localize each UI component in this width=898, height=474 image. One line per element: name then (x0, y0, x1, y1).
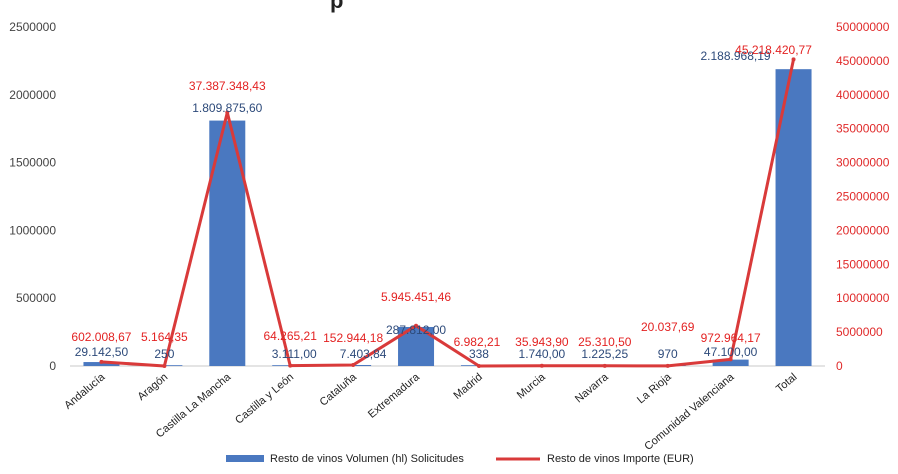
left-axis-tick-label: 1000000 (9, 223, 56, 237)
right-axis-tick-label: 30000000 (836, 156, 890, 170)
line-data-label: 20.037,69 (641, 320, 695, 334)
bar-data-label: 2.188.968,19 (701, 49, 771, 63)
right-axis-tick-label: 45000000 (836, 54, 890, 68)
legend-label-bar: Resto de vinos Volumen (hl) Solicitudes (270, 453, 464, 465)
line-point (162, 363, 167, 368)
category-label: Extremadura (366, 371, 423, 421)
left-axis-tick-label: 0 (49, 359, 56, 373)
line-point (602, 363, 607, 368)
right-axis-tick-label: 5000000 (836, 325, 883, 339)
chart-title-fragment: p (330, 0, 343, 13)
category-label: Madrid (451, 371, 484, 402)
bar-data-label: 1.740,00 (519, 347, 566, 361)
bar-data-label: 7.403,84 (340, 347, 387, 361)
bar (83, 362, 120, 366)
left-axis-tick-label: 500000 (16, 291, 56, 305)
line-point (476, 363, 481, 368)
right-axis-tick-label: 40000000 (836, 88, 890, 102)
right-axis-tick-label: 25000000 (836, 190, 890, 204)
line-point (225, 110, 230, 115)
right-axis-tick-label: 50000000 (836, 20, 890, 34)
line-data-label: 35.943,90 (515, 335, 569, 349)
right-axis-tick-label: 0 (836, 359, 843, 373)
bar-data-label: 47.100,00 (704, 345, 758, 359)
bar-data-label: 250 (154, 347, 174, 361)
line-point (99, 359, 104, 364)
line-data-label: 6.982,21 (454, 335, 501, 349)
category-label: Murcia (515, 371, 549, 402)
line-point (288, 363, 293, 368)
right-axis-tick-label: 20000000 (836, 223, 890, 237)
category-label: Total (774, 371, 800, 395)
category-label: Navarra (573, 371, 611, 406)
category-label: Aragón (135, 371, 170, 403)
line-point (539, 363, 544, 368)
category-label: La Rioja (635, 371, 674, 407)
line-data-label: 64.265,21 (264, 329, 318, 343)
legend-label-line: Resto de vinos Importe (EUR) (547, 453, 694, 465)
category-label: Cataluña (318, 371, 360, 409)
left-axis-tick-label: 2500000 (9, 20, 56, 34)
line-point (351, 362, 356, 367)
line-data-label: 602.008,67 (71, 330, 131, 344)
line-data-label: 5.945.451,46 (381, 290, 451, 304)
category-label: Castilla y León (233, 371, 296, 427)
legend-swatch-bar (226, 455, 264, 462)
left-axis-tick-label: 2000000 (9, 88, 56, 102)
bar-data-label: 1.809.875,60 (192, 101, 262, 115)
line-data-label: 5.164,35 (141, 330, 188, 344)
bar-data-label: 29.142,50 (75, 345, 129, 359)
bar-data-label: 1.225,25 (581, 347, 628, 361)
line-data-label: 25.310,50 (578, 335, 632, 349)
bar-data-label: 287.812,00 (386, 323, 446, 337)
right-axis-tick-label: 10000000 (836, 291, 890, 305)
category-label: Andalucía (62, 371, 108, 412)
right-axis-tick-label: 15000000 (836, 257, 890, 271)
line-data-label: 45.218.420,77 (735, 43, 812, 57)
bar (712, 359, 749, 366)
left-axis-tick-label: 1500000 (9, 156, 56, 170)
line-data-label: 37.387.348,43 (189, 79, 266, 93)
line-data-label: 152.944,18 (323, 331, 383, 345)
bar-data-label: 3.111,00 (272, 347, 317, 361)
bar-data-label: 970 (658, 347, 678, 361)
right-axis-tick-label: 35000000 (836, 122, 890, 136)
line-point (728, 357, 733, 362)
line-point (414, 323, 419, 328)
line-point (791, 57, 796, 62)
line-series-path (101, 59, 795, 368)
line-point (665, 363, 670, 368)
line-data-label: 972.964,17 (701, 331, 761, 345)
bar-data-label: 338 (469, 347, 489, 361)
